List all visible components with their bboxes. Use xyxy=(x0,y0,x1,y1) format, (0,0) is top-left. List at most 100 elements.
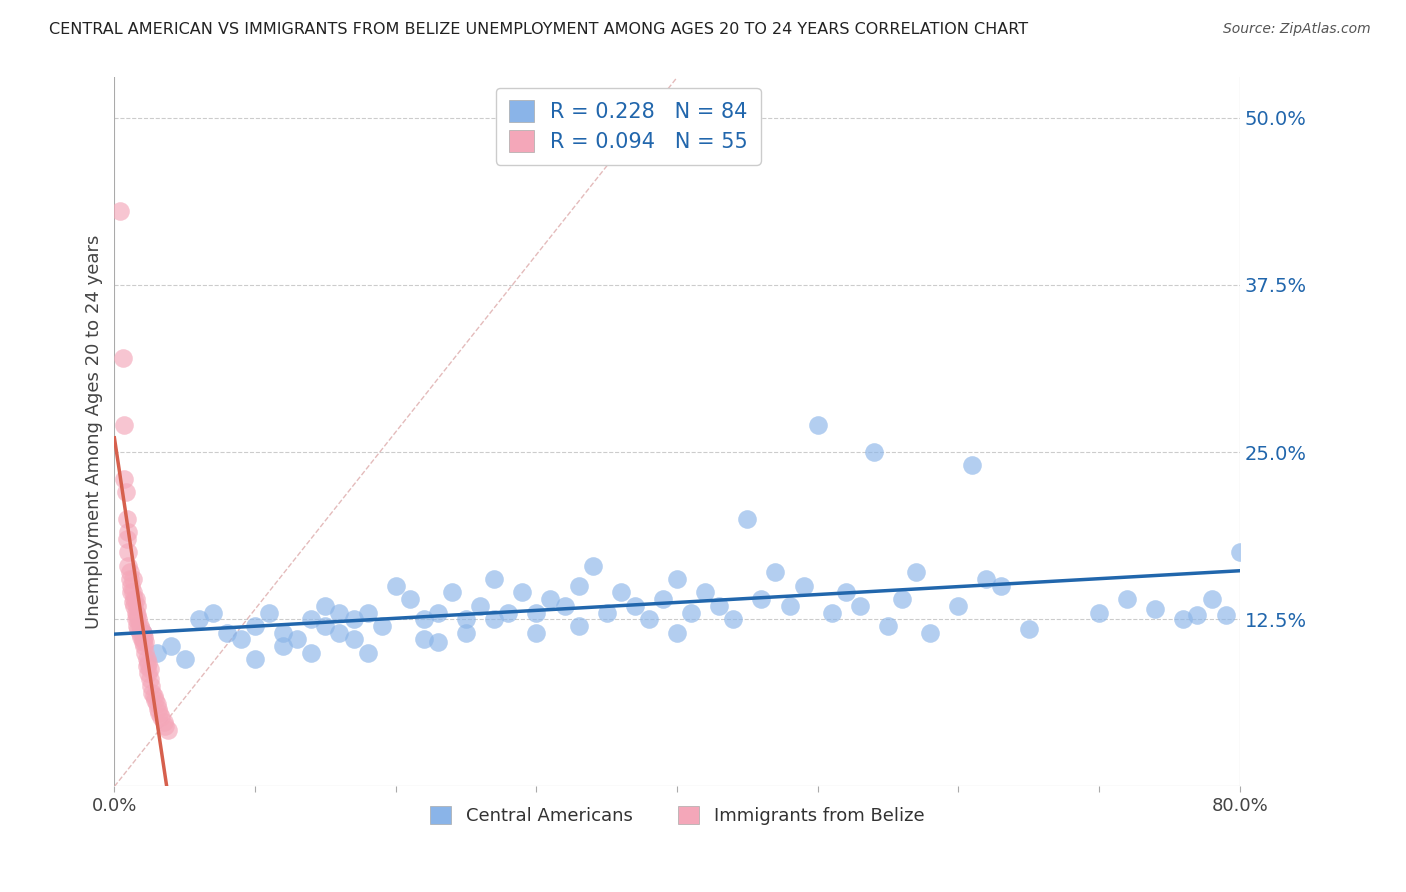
Point xyxy=(215,625,238,640)
Point xyxy=(146,702,169,716)
Point xyxy=(1201,592,1223,607)
Point xyxy=(149,710,172,724)
Point xyxy=(1018,622,1040,636)
Point xyxy=(849,599,872,613)
Point xyxy=(482,572,505,586)
Point xyxy=(299,646,322,660)
Point xyxy=(877,619,900,633)
Point xyxy=(314,599,336,613)
Point xyxy=(108,204,131,219)
Point xyxy=(125,599,148,613)
Point xyxy=(398,592,420,607)
Point xyxy=(821,606,844,620)
Point xyxy=(440,585,463,599)
Point xyxy=(139,679,162,693)
Point xyxy=(271,639,294,653)
Point xyxy=(1144,601,1167,615)
Point xyxy=(412,632,434,647)
Point xyxy=(524,606,547,620)
Point xyxy=(201,606,224,620)
Point xyxy=(568,579,591,593)
Point xyxy=(1116,592,1139,607)
Point xyxy=(891,592,914,607)
Point xyxy=(356,646,378,660)
Point xyxy=(117,558,139,573)
Point xyxy=(638,612,661,626)
Point xyxy=(124,606,146,620)
Point xyxy=(990,579,1012,593)
Point xyxy=(187,612,209,626)
Point xyxy=(538,592,561,607)
Point xyxy=(271,625,294,640)
Point xyxy=(863,445,886,459)
Point xyxy=(121,572,143,586)
Point xyxy=(145,697,167,711)
Point xyxy=(115,532,138,546)
Point xyxy=(131,635,153,649)
Point xyxy=(136,657,159,671)
Point xyxy=(117,525,139,540)
Point xyxy=(243,619,266,633)
Point xyxy=(243,652,266,666)
Point xyxy=(257,606,280,620)
Point xyxy=(229,632,252,647)
Point xyxy=(1088,606,1111,620)
Point xyxy=(114,485,136,500)
Point xyxy=(666,625,689,640)
Point xyxy=(596,606,619,620)
Point xyxy=(132,630,155,644)
Point xyxy=(468,599,491,613)
Point xyxy=(709,599,731,613)
Point xyxy=(156,723,179,738)
Point xyxy=(482,612,505,626)
Point xyxy=(153,719,176,733)
Point xyxy=(173,652,195,666)
Point xyxy=(976,572,998,586)
Point xyxy=(120,579,142,593)
Point xyxy=(145,646,167,660)
Point xyxy=(905,566,928,580)
Point xyxy=(426,635,449,649)
Point xyxy=(111,351,134,366)
Point xyxy=(138,673,160,687)
Point xyxy=(125,619,148,633)
Point xyxy=(356,606,378,620)
Point xyxy=(124,612,146,626)
Point xyxy=(120,585,142,599)
Point xyxy=(652,592,675,607)
Point xyxy=(132,639,155,653)
Point xyxy=(135,659,157,673)
Point xyxy=(1173,612,1195,626)
Point xyxy=(128,625,150,640)
Point xyxy=(122,592,145,607)
Point xyxy=(118,566,141,580)
Point xyxy=(136,665,159,680)
Point xyxy=(118,572,141,586)
Point xyxy=(124,592,146,607)
Point xyxy=(141,686,163,700)
Point xyxy=(751,592,773,607)
Point xyxy=(121,585,143,599)
Point xyxy=(299,612,322,626)
Point xyxy=(1187,608,1209,623)
Point xyxy=(779,599,801,613)
Legend: Central Americans, Immigrants from Belize: Central Americans, Immigrants from Beliz… xyxy=(420,797,934,834)
Point xyxy=(159,639,181,653)
Point xyxy=(131,632,153,647)
Point xyxy=(129,622,152,636)
Point xyxy=(134,646,156,660)
Point xyxy=(125,608,148,623)
Point xyxy=(807,418,830,433)
Point xyxy=(143,692,166,706)
Point xyxy=(328,625,350,640)
Point xyxy=(681,606,703,620)
Point xyxy=(342,632,364,647)
Point xyxy=(121,595,143,609)
Point xyxy=(582,558,605,573)
Point xyxy=(112,472,135,486)
Point xyxy=(1215,608,1237,623)
Point xyxy=(454,625,477,640)
Point xyxy=(737,512,759,526)
Point xyxy=(135,652,157,666)
Point xyxy=(134,635,156,649)
